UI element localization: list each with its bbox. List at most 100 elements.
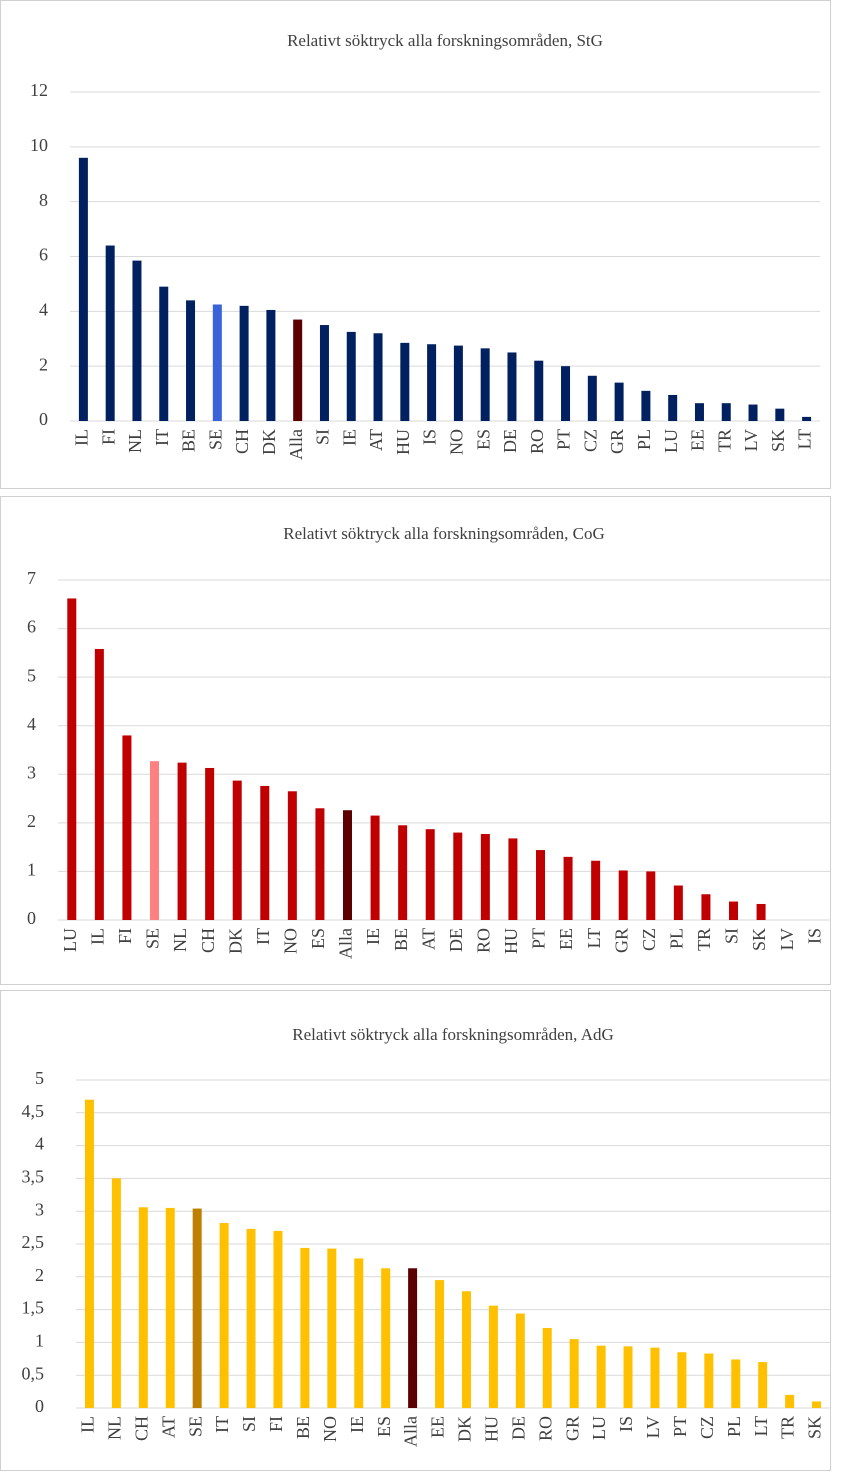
x-tick-label: SE <box>185 1416 205 1437</box>
x-tick-label: Alla <box>286 429 306 460</box>
x-tick-label: ES <box>308 928 328 949</box>
y-tick-label: 1 <box>27 860 36 880</box>
y-tick-label: 3 <box>35 1199 44 1219</box>
x-tick-label: RO <box>527 429 547 454</box>
bar <box>587 375 597 421</box>
bar <box>186 300 196 421</box>
bar <box>461 1291 471 1408</box>
bar <box>111 1178 121 1408</box>
bar <box>84 1099 94 1408</box>
bar <box>569 1339 579 1408</box>
x-tick-label: BE <box>391 928 411 951</box>
x-tick-label: EE <box>556 928 576 950</box>
x-tick-label: IL <box>72 429 92 446</box>
bar <box>673 885 683 920</box>
x-tick-label: LV <box>643 1416 663 1438</box>
bar <box>273 1230 283 1408</box>
x-tick-label: NO <box>280 928 300 954</box>
x-tick-label: TR <box>714 429 734 452</box>
x-tick-label: RO <box>535 1416 555 1441</box>
y-tick-label: 1,5 <box>22 1298 45 1318</box>
y-tick-label: 8 <box>39 190 48 210</box>
x-tick-label: DK <box>455 1416 475 1442</box>
bar <box>205 767 215 920</box>
bar <box>785 1394 795 1408</box>
frame <box>0 990 831 1471</box>
x-tick-label: IT <box>253 928 273 945</box>
x-tick-label: NO <box>447 429 467 455</box>
bar <box>400 342 410 421</box>
bar <box>105 245 115 421</box>
x-tick-label: SK <box>768 429 788 452</box>
x-tick-label: HU <box>501 928 521 954</box>
bar <box>132 260 142 421</box>
bar <box>453 832 463 920</box>
y-tick-label: 0,5 <box>22 1363 45 1383</box>
x-tick-label: AT <box>366 429 386 451</box>
x-tick-label: PT <box>670 1416 690 1437</box>
bar <box>758 1362 768 1408</box>
x-tick-label: CZ <box>639 928 659 951</box>
x-tick-label: Alla <box>401 1416 421 1447</box>
y-tick-label: 7 <box>27 568 36 588</box>
bar <box>488 1305 498 1408</box>
bar <box>370 815 380 920</box>
x-tick-label: LV <box>741 429 761 451</box>
y-tick-label: 5 <box>27 665 36 685</box>
y-tick-label: 2,5 <box>22 1232 45 1252</box>
x-tick-label: AT <box>418 928 438 950</box>
bar <box>563 856 573 920</box>
y-tick-label: 4,5 <box>22 1101 45 1121</box>
bar <box>246 1228 256 1408</box>
bar <box>614 382 624 421</box>
bar <box>775 408 785 421</box>
y-tick-label: 6 <box>27 617 36 637</box>
x-tick-label: CZ <box>697 1416 717 1439</box>
bar <box>641 390 651 421</box>
y-tick-label: 4 <box>27 714 36 734</box>
x-tick-label: IT <box>212 1416 232 1433</box>
bar <box>219 1223 229 1408</box>
bar <box>591 860 601 920</box>
bar <box>232 780 242 920</box>
bar <box>677 1352 687 1408</box>
bar <box>453 345 463 421</box>
y-tick-label: 6 <box>39 245 48 265</box>
x-tick-label: PT <box>554 429 574 450</box>
bar <box>260 785 270 920</box>
bar <box>508 838 518 920</box>
bar <box>561 366 571 421</box>
x-tick-label: PL <box>666 928 686 949</box>
y-tick-label: 2 <box>35 1265 44 1285</box>
frame <box>0 496 831 985</box>
x-tick-label: GR <box>607 429 627 454</box>
x-tick-label: LT <box>751 1416 771 1436</box>
x-tick-label: EE <box>688 429 708 451</box>
bar <box>373 333 383 421</box>
bar <box>802 416 812 421</box>
bar <box>480 348 490 421</box>
x-tick-label: SK <box>805 1416 825 1439</box>
bar <box>425 829 435 920</box>
x-tick-label: SK <box>749 928 769 951</box>
x-tick-label: TR <box>778 1416 798 1439</box>
x-tick-label: DE <box>446 928 466 952</box>
bar <box>266 309 276 421</box>
bar <box>346 331 356 421</box>
bar <box>150 761 159 920</box>
y-tick-label: 0 <box>27 908 36 928</box>
x-tick-label: SI <box>313 429 333 445</box>
x-tick-label: BE <box>293 1416 313 1439</box>
x-tick-label: FI <box>266 1416 286 1432</box>
bar <box>729 901 738 920</box>
x-tick-label: DK <box>259 429 279 455</box>
bar <box>343 810 352 920</box>
y-tick-label: 12 <box>30 80 48 100</box>
x-tick-label: IS <box>616 1416 636 1432</box>
bar <box>623 1346 633 1408</box>
x-tick-label: IL <box>78 1416 98 1433</box>
x-tick-label: PT <box>529 928 549 949</box>
bar <box>293 319 303 421</box>
x-tick-label: SE <box>143 928 163 949</box>
